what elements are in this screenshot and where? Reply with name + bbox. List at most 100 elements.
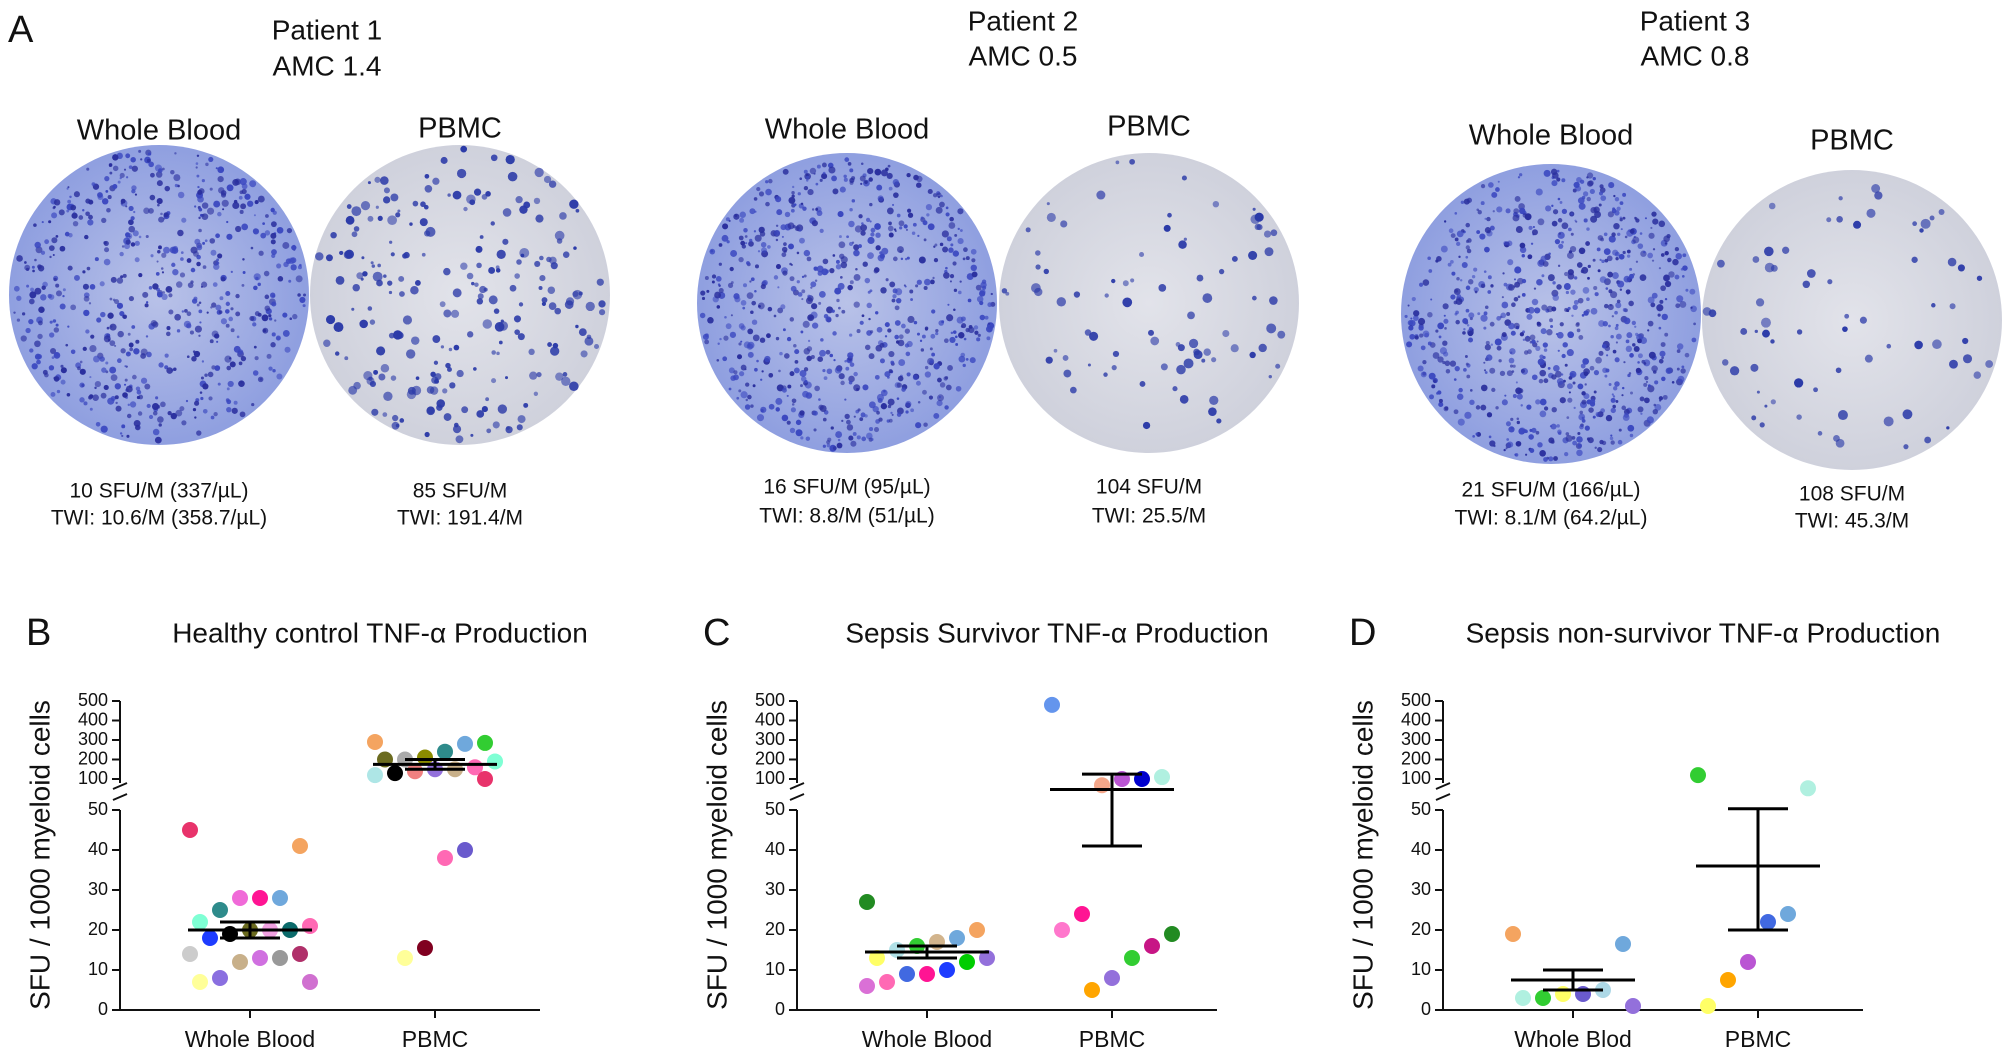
spot [483,319,493,329]
spot [1557,378,1564,385]
spot [282,242,289,249]
spot [83,401,87,405]
dish [1702,170,2002,470]
spot [1662,314,1668,320]
spot [1627,250,1631,254]
spot [1600,195,1606,201]
spot [794,349,799,354]
spot [895,288,902,295]
spot [240,411,246,417]
spot [743,228,747,232]
spot [1578,197,1585,204]
data-point [919,966,935,982]
spot [226,221,228,223]
spot [177,329,180,332]
spot [1588,407,1594,413]
spot [84,235,88,239]
spot [718,283,720,285]
spot [197,155,199,157]
spot [1491,388,1495,392]
spot [1756,298,1764,306]
spot [460,146,467,153]
spot [1509,358,1515,364]
spot [391,375,397,381]
spot [1602,441,1606,445]
spot [791,286,797,292]
data-point [1104,970,1120,986]
spot [848,162,852,166]
spot [828,166,835,173]
spot [1441,246,1448,253]
spot [287,228,292,233]
spot [196,430,201,435]
spot [836,264,842,270]
spot [1476,208,1479,211]
spot [204,373,207,376]
spot [1566,435,1573,442]
spot [1546,329,1552,335]
spot [120,348,125,353]
spot [861,437,866,442]
y-tick-label: 500 [78,690,108,710]
spot [1761,318,1771,328]
spot [1427,312,1432,317]
spot [226,366,231,371]
spot [968,327,974,333]
spot [876,245,881,250]
spot [30,288,34,292]
spot [166,326,170,330]
spot [845,414,850,419]
spot [1648,297,1655,304]
spot [1593,177,1596,180]
spot [790,428,795,433]
spot [840,187,846,193]
spot [916,182,921,187]
dish-count: 10 SFU/M (337/µL) [70,480,249,503]
spot [824,314,829,319]
dish-count: 21 SFU/M (166/µL) [1462,479,1641,502]
spot [806,179,808,181]
spot [864,180,868,184]
spot [255,356,259,360]
spot [1489,440,1495,446]
spot [1569,391,1571,393]
spot [768,307,773,312]
data-point [192,914,208,930]
spot [255,200,259,204]
spot [1769,203,1776,210]
spot [121,199,126,204]
spot [953,308,956,311]
spot [1948,258,1957,267]
spot [895,305,900,310]
spot [222,200,229,207]
spot [875,169,882,176]
spot [491,378,496,383]
spot [48,220,51,223]
spot [1582,417,1584,419]
spot [166,367,173,374]
x-tick-label: Whole Blood [862,1026,992,1052]
data-point [1044,697,1060,713]
spot [1508,284,1515,291]
spot [776,264,781,269]
spot [109,340,115,346]
spot [539,275,545,281]
spot [1838,410,1848,420]
spot [59,209,65,215]
spot [171,413,177,419]
spot [1599,191,1603,195]
data-point [949,930,965,946]
spot [441,345,444,348]
spot [907,341,913,347]
spot [523,403,528,408]
spot [1506,312,1510,316]
spot [486,428,491,433]
spot [1620,289,1622,291]
spot [1551,440,1555,444]
spot [1502,296,1504,298]
spot [952,261,956,265]
spot [133,230,139,236]
spot [971,258,975,262]
spot [1577,262,1583,268]
spot [1653,404,1656,407]
